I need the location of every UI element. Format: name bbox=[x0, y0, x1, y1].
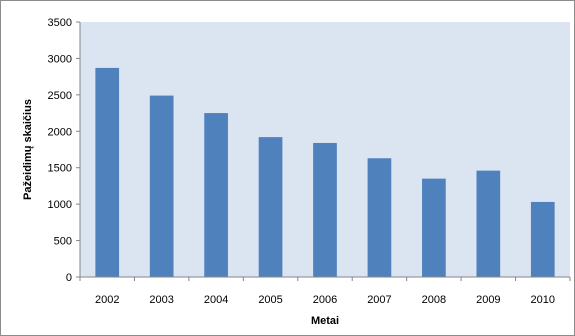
x-tick-label: 2003 bbox=[149, 294, 173, 306]
y-tick-label: 3000 bbox=[48, 53, 72, 65]
x-axis-title: Metai bbox=[311, 315, 339, 327]
y-axis: 0 500 1000 1500 2000 2500 3000 3500 bbox=[48, 17, 80, 284]
x-tick-label: 2004 bbox=[204, 294, 228, 306]
bar-2006 bbox=[313, 142, 337, 277]
x-tick-label: 2005 bbox=[258, 294, 282, 306]
y-tick-label: 0 bbox=[66, 272, 72, 284]
y-tick-label: 2000 bbox=[48, 126, 72, 138]
bar-2004 bbox=[204, 113, 228, 277]
x-axis: 2002 2003 2004 2005 2006 2007 2008 2009 2010 bbox=[79, 277, 571, 306]
y-tick-label: 2500 bbox=[48, 90, 72, 102]
bar-2008 bbox=[422, 178, 446, 277]
bars bbox=[95, 67, 555, 278]
y-axis-title: Pažeidimų skaičius bbox=[22, 99, 34, 200]
x-tick-label: 2006 bbox=[313, 294, 337, 306]
bar-2007 bbox=[367, 158, 392, 277]
bar-2003 bbox=[149, 95, 174, 277]
y-tick-label: 3500 bbox=[48, 17, 72, 29]
x-tick-label: 2007 bbox=[367, 294, 391, 306]
bar-2009 bbox=[476, 170, 501, 277]
x-tick-label: 2010 bbox=[531, 294, 555, 306]
y-tick-label: 500 bbox=[54, 236, 72, 248]
bar-2010 bbox=[530, 201, 555, 277]
bar-2002 bbox=[95, 67, 120, 278]
x-tick-label: 2009 bbox=[476, 294, 500, 306]
x-tick-label: 2008 bbox=[422, 294, 446, 306]
x-tick-label: 2002 bbox=[95, 294, 119, 306]
bar-2005 bbox=[258, 137, 283, 277]
y-tick-label: 1000 bbox=[48, 199, 72, 211]
y-tick-label: 1500 bbox=[48, 163, 72, 175]
